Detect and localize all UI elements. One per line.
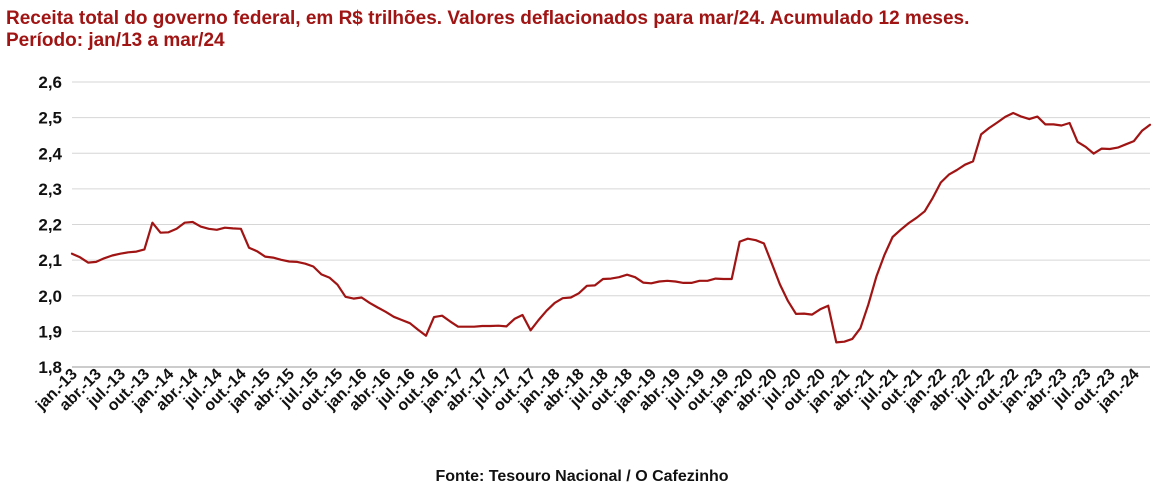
chart-title: Receita total do governo federal, em R$ … xyxy=(6,8,1156,52)
chart-title-line-2: Período: jan/13 a mar/24 xyxy=(6,30,225,51)
y-tick-label: 2,0 xyxy=(38,287,62,306)
series-line-receita-total xyxy=(70,111,1152,344)
y-tick-label: 1,9 xyxy=(38,322,62,341)
y-tick-label: 2,6 xyxy=(38,73,62,92)
y-tick-label: 2,1 xyxy=(38,251,62,270)
y-tick-label: 2,5 xyxy=(38,109,62,128)
y-tick-label: 1,8 xyxy=(38,358,62,377)
chart-title-line-1: Receita total do governo federal, em R$ … xyxy=(6,8,970,29)
y-tick-label: 2,2 xyxy=(38,216,62,235)
y-tick-label: 2,4 xyxy=(38,144,62,163)
source-note: Fonte: Tesouro Nacional / O Cafezinho xyxy=(435,468,729,485)
y-tick-label: 2,3 xyxy=(38,180,62,199)
line-chart: 1,81,92,02,12,22,32,42,52,6jan.-13abr.-1… xyxy=(32,73,1152,415)
